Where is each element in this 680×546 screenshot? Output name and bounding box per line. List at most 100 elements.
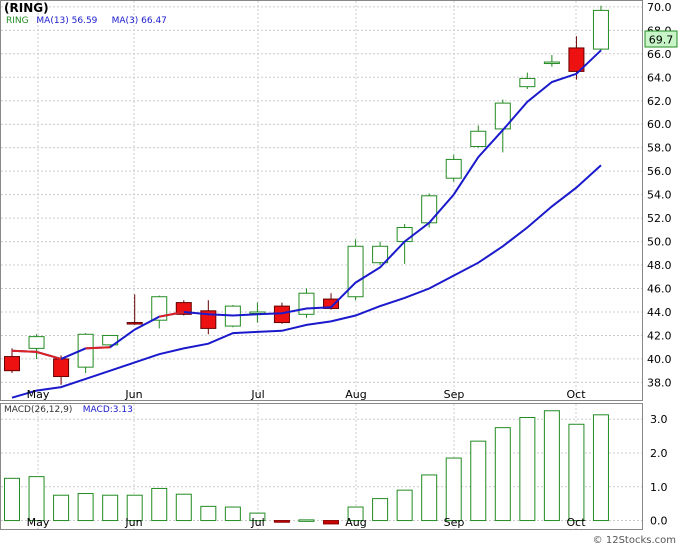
price-y-tick-label: 52.0 [647, 212, 672, 225]
macd-bar [249, 512, 266, 522]
price-x-tick-label: Jun [124, 388, 142, 401]
watermark: © 12Stocks.com [593, 535, 676, 546]
macd-bar [396, 489, 413, 522]
price-y-ticks: 38.0 40.0 42.0 44.0 46.0 48.0 50.0 52.0 54.0 56.0… [647, 1, 672, 390]
macd-y-tick-label: 3.0 [650, 413, 668, 426]
price-y-tick-label: 66.0 [647, 48, 672, 61]
macd-bar [494, 427, 511, 522]
ma3-red-segment [85, 346, 111, 350]
candle-body [102, 334, 119, 346]
macd-bar [126, 494, 143, 522]
candle-body [53, 358, 70, 378]
macd-x-ticks: May Jun Jul Aug Sep Oct [27, 516, 587, 529]
ticker-title: (RING) [4, 1, 49, 15]
macd-legend-item: MACD:3.13 [83, 405, 133, 415]
candle-body [151, 296, 168, 321]
macd-x-tick-label: Oct [566, 516, 586, 529]
price-x-tick-label: Sep [444, 388, 465, 401]
candle-body [175, 302, 192, 315]
macd-bar [273, 520, 290, 523]
candle-body [298, 292, 315, 315]
ma3-red-segment [159, 311, 184, 318]
candle-body [592, 9, 609, 50]
macd-bar [200, 505, 217, 522]
macd-legend: MACD(26,12,9) MACD:3.13 [4, 405, 133, 415]
price-legend-item: MA(13) 56.59 [36, 16, 97, 26]
price-x-tick-label: Oct [566, 388, 586, 401]
macd-bar [445, 457, 462, 522]
macd-bar [151, 487, 168, 522]
price-y-tick-label: 40.0 [647, 353, 672, 366]
price-y-tick-label: 44.0 [647, 306, 672, 319]
macd-y-tick-label: 1.0 [650, 481, 668, 494]
macd-bar [323, 520, 340, 525]
candle-body [28, 336, 45, 349]
ma-line [11, 164, 602, 399]
price-x-tick-label: Jul [250, 388, 264, 401]
price-y-tick-label: 62.0 [647, 95, 672, 108]
macd-x-tick-label: Jun [124, 516, 142, 529]
macd-y-tick-label: 2.0 [650, 447, 668, 460]
macd-bar [4, 477, 20, 522]
price-panel-frame [0, 0, 643, 401]
last-price-label: 69.7 [649, 34, 674, 47]
candle-body [568, 47, 585, 72]
macd-bars [4, 410, 609, 525]
price-y-tick-label: 50.0 [647, 236, 672, 249]
macd-x-tick-label: Sep [444, 516, 465, 529]
macd-y-ticks: 0.0 1.0 2.0 3.0 [650, 413, 668, 527]
candle-body [372, 245, 389, 264]
moving-average-lines [11, 49, 602, 399]
macd-bar [102, 494, 119, 522]
price-legend: RING MA(13) 56.59 MA(3) 66.47 [6, 16, 167, 26]
price-legend-item: MA(3) 66.47 [112, 16, 167, 26]
price-y-tick-label: 38.0 [647, 376, 672, 389]
candle-body [396, 226, 413, 243]
price-x-ticks: May Jun Jul Aug Sep Oct [27, 388, 587, 401]
candle-body [470, 130, 487, 148]
candles [4, 5, 609, 385]
macd-y-tick-label: 0.0 [650, 515, 668, 528]
macd-bar [568, 423, 585, 522]
price-y-tick-label: 42.0 [647, 329, 672, 342]
candle-body [519, 77, 536, 88]
macd-bar [519, 417, 536, 522]
price-x-tick-label: Aug [345, 388, 366, 401]
ma3-red-segment [11, 349, 62, 360]
candle-body [4, 356, 20, 372]
macd-bar [421, 474, 438, 522]
macd-bar [175, 493, 192, 522]
price-y-tick-label: 60.0 [647, 118, 672, 131]
candle-body [543, 61, 560, 65]
candle-body [421, 195, 438, 224]
macd-bar [298, 519, 315, 522]
macd-bar [470, 440, 487, 522]
macd-bar [53, 494, 70, 522]
macd-x-tick-label: Jul [250, 516, 264, 529]
candle-body [126, 322, 143, 325]
macd-bar [77, 493, 94, 522]
price-y-tick-label: 58.0 [647, 142, 672, 155]
macd-legend-item: MACD(26,12,9) [4, 405, 72, 415]
candle-body [347, 245, 364, 298]
price-y-tick-label: 46.0 [647, 283, 672, 296]
price-legend-item: RING [6, 16, 29, 26]
price-y-tick-label: 70.0 [647, 1, 672, 14]
macd-bar [592, 414, 609, 522]
price-grid [1, 1, 642, 400]
macd-x-tick-label: May [27, 516, 50, 529]
price-x-tick-label: May [27, 388, 50, 401]
macd-bar [543, 410, 560, 522]
price-y-tick-label: 56.0 [647, 165, 672, 178]
price-y-tick-label: 64.0 [647, 71, 672, 84]
last-price-box [644, 30, 678, 48]
macd-bar [372, 498, 389, 522]
price-y-tick-label: 48.0 [647, 259, 672, 272]
macd-bar [28, 476, 45, 522]
candle-body [323, 298, 340, 309]
macd-x-tick-label: Aug [345, 516, 366, 529]
macd-bar [224, 506, 241, 522]
candle-body [445, 158, 462, 179]
price-y-tick-label: 54.0 [647, 189, 672, 202]
